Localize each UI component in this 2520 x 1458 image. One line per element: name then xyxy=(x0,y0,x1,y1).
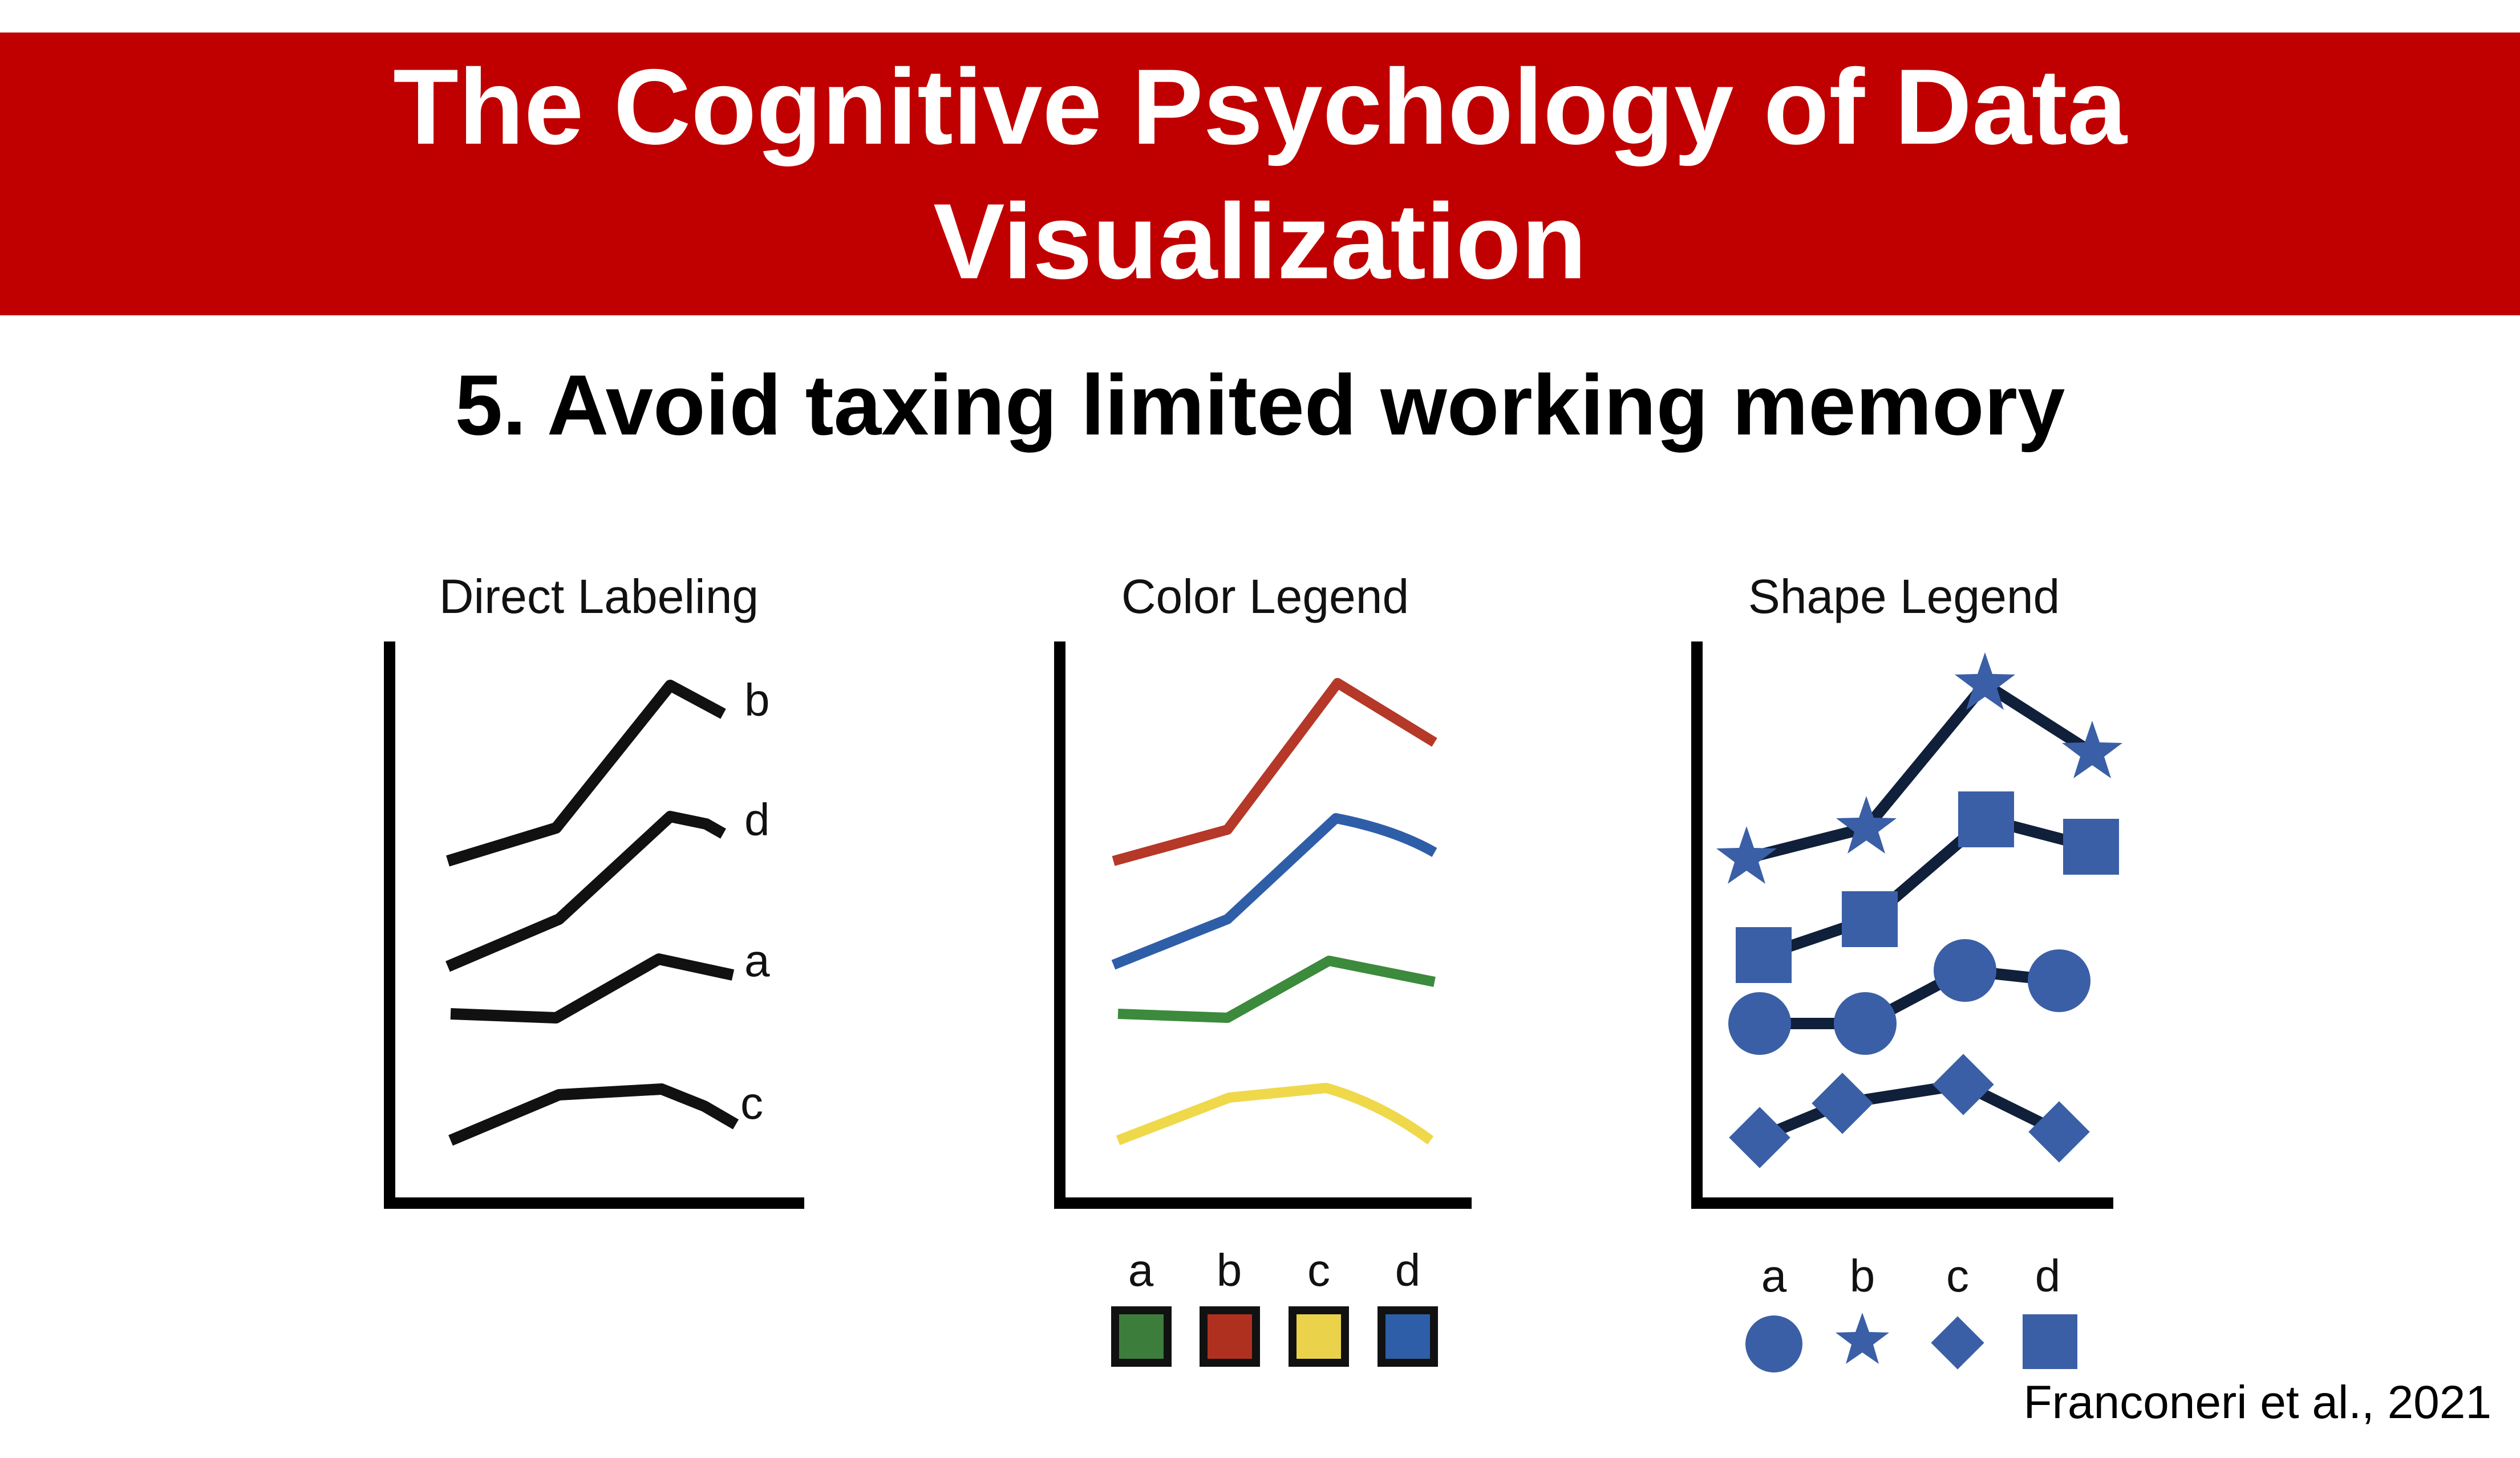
legend-swatch-green xyxy=(1111,1306,1172,1367)
diamond-marker xyxy=(2028,1101,2090,1163)
series-line-a xyxy=(450,953,735,1024)
legend-label-b: b xyxy=(1217,1245,1242,1295)
square-marker xyxy=(2063,819,2119,875)
legend-label-d: d xyxy=(1395,1245,1421,1295)
shape-legend: a b c d xyxy=(1745,1250,2077,1372)
star-marker xyxy=(2062,721,2122,778)
slide-subtitle: 5. Avoid taxing limited working memory xyxy=(455,357,2065,453)
panel-title-direct-labeling: Direct Labeling xyxy=(439,570,759,623)
legend-star-icon xyxy=(1836,1313,1889,1364)
series-line-b xyxy=(446,680,726,867)
legend-label-a: a xyxy=(1128,1245,1154,1295)
direct-label-c: c xyxy=(740,1078,763,1128)
legend-label-c: c xyxy=(1307,1245,1330,1295)
slide-title: The Cognitive Psychology of Data Visuali… xyxy=(393,47,2127,301)
axes-color-legend xyxy=(1054,641,1472,1209)
circle-marker xyxy=(2028,949,2090,1012)
panel-title-shape-legend: Shape Legend xyxy=(1748,570,2060,623)
panel-title-color-legend: Color Legend xyxy=(1121,570,1409,623)
circle-marker xyxy=(1834,992,1897,1055)
series-line-c-diamond xyxy=(1757,1079,2062,1143)
legend-diamond-icon xyxy=(1931,1316,1984,1370)
direct-label-b: b xyxy=(744,675,770,725)
series-line-b-star xyxy=(1745,679,2096,864)
star-marker xyxy=(1716,826,1777,884)
panel-direct-labeling: Direct Labeling b d a c xyxy=(384,570,804,1209)
title-banner: The Cognitive Psychology of Data Visuali… xyxy=(0,33,2520,315)
circle-marker xyxy=(1728,992,1791,1055)
series-line-b-red xyxy=(1112,678,1437,866)
series-line-d-blue xyxy=(1111,813,1437,970)
panel-shape-legend: Shape Legend a b c xyxy=(1691,570,2122,1372)
series-line-d-square xyxy=(1761,814,2093,961)
direct-label-d: d xyxy=(744,794,770,845)
square-marker xyxy=(1958,791,2014,847)
circle-marker xyxy=(1934,939,1996,1002)
legend-circle-icon xyxy=(1745,1315,1802,1372)
color-legend: a b c d xyxy=(1111,1245,1438,1367)
square-marker xyxy=(1736,927,1792,983)
diamond-marker xyxy=(1812,1073,1873,1134)
legend-swatch-yellow xyxy=(1289,1306,1349,1367)
diamond-marker xyxy=(1932,1054,1994,1115)
legend-label-d: d xyxy=(2035,1250,2061,1301)
series-line-a-circle xyxy=(1760,965,2060,1029)
legend-label-b: b xyxy=(1850,1250,1875,1301)
panel-color-legend: Color Legend a b c d xyxy=(1054,570,1472,1367)
legend-swatch-red xyxy=(1200,1306,1260,1367)
legend-label-a: a xyxy=(1761,1250,1787,1301)
series-line-a-green xyxy=(1117,956,1436,1023)
legend-label-c: c xyxy=(1946,1250,1969,1301)
diamond-marker xyxy=(1729,1107,1790,1168)
citation: Franconeri et al., 2021 xyxy=(2023,1376,2491,1428)
square-marker xyxy=(1842,891,1898,947)
legend-swatch-blue xyxy=(1378,1306,1438,1367)
series-line-c xyxy=(448,1083,739,1146)
series-line-c-yellow xyxy=(1116,1083,1434,1146)
series-line-d xyxy=(445,811,726,972)
axes-shape-legend xyxy=(1691,641,2113,1209)
legend-square-icon xyxy=(2023,1314,2077,1369)
direct-label-a: a xyxy=(744,935,770,986)
axes-direct-labeling xyxy=(384,641,804,1209)
